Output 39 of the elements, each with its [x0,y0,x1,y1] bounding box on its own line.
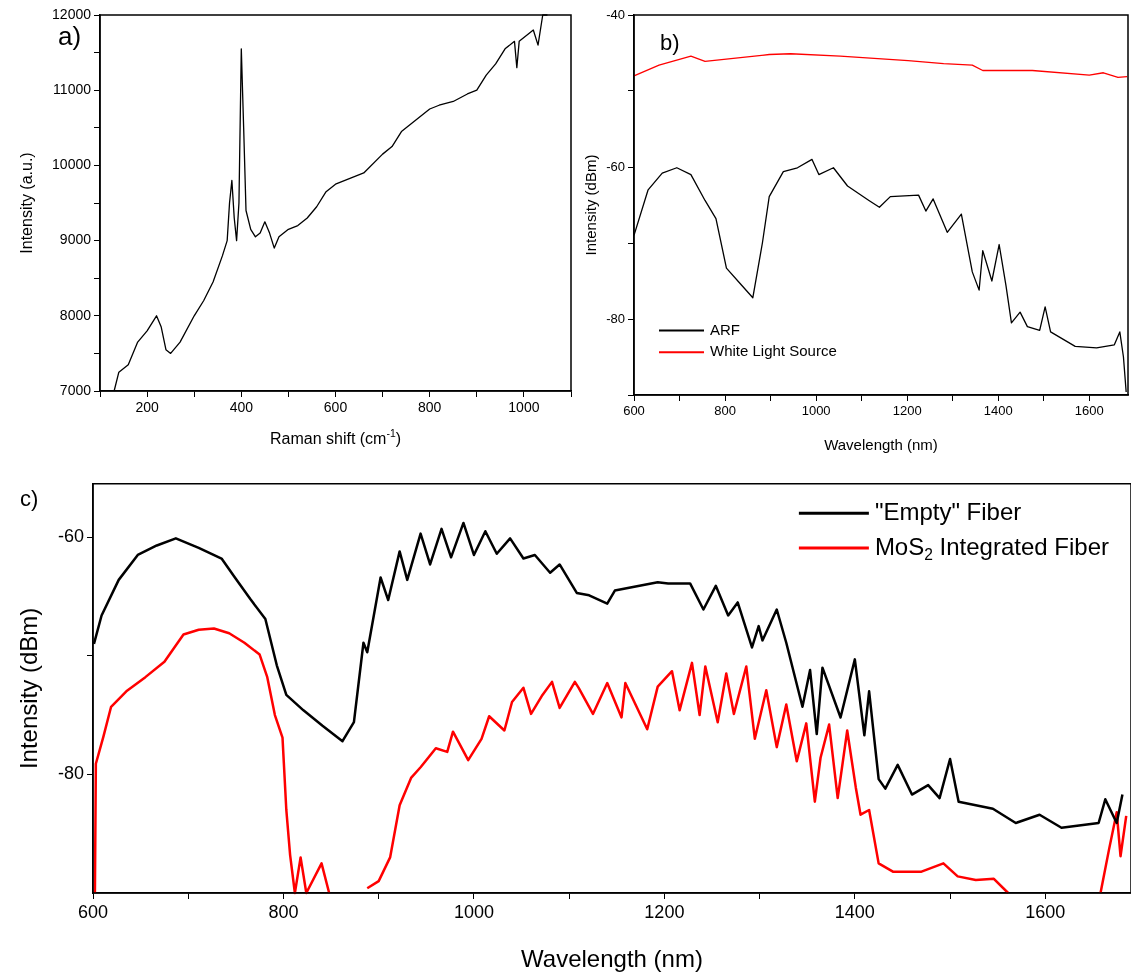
x-tick-label: 1200 [644,901,685,922]
x-tick-label: 600 [323,399,348,416]
legend-label: "Empty" Fiber [874,497,1022,525]
y-tick-label: -60 [606,158,625,174]
y-tick-label: -80 [57,763,84,784]
x-tick-label: 1400 [983,403,1013,419]
x-tick-label: 800 [418,399,442,416]
x-tick-label: 800 [714,403,736,419]
x-axis-title: Wavelength (nm) [521,944,703,972]
legend-label: ARF [710,320,740,338]
x-tick-label: 1000 [801,403,831,419]
y-tick-label: -40 [606,6,625,22]
y-tick-label: -60 [57,526,84,547]
y-tick-label: 8000 [59,306,92,323]
y-axis-title: Intensity (a.u.) [18,152,36,254]
x-tick-label: 800 [268,901,299,922]
y-tick-label: 12000 [52,5,92,22]
x-tick-label: 600 [623,403,645,419]
x-axis-title: Wavelength (nm) [824,436,938,454]
y-tick-label: 7000 [59,381,92,398]
y-axis-title: Intensity (dBm) [14,607,42,770]
x-tick-label: 200 [135,399,159,416]
x-tick-label: 1600 [1025,901,1066,922]
y-tick-label: 9000 [59,231,92,248]
x-tick-label: 1200 [892,403,922,419]
x-tick-label: 600 [77,901,109,922]
y-tick-label: 10000 [52,156,92,173]
annotation: b) [660,30,680,56]
x-tick-label: 1600 [1074,403,1104,419]
x-tick-label: 1400 [834,901,875,922]
x-tick-label: 1000 [453,901,494,922]
legend-label: White Light Source [710,342,837,360]
x-tick-label: 400 [229,399,254,416]
y-axis-title: Intensity (dBm) [582,154,600,256]
y-tick-label: 11000 [53,81,92,98]
y-tick-label: -80 [606,310,625,326]
x-tick-label: 1000 [508,399,540,416]
text: c) [20,486,39,512]
text: a) [58,21,82,52]
